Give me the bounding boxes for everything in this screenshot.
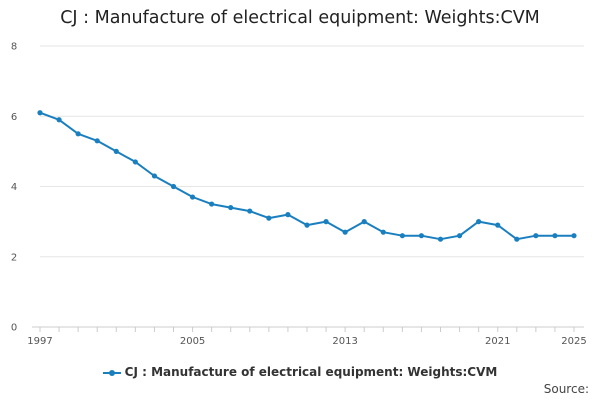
legend-series-label: CJ : Manufacture of electrical equipment… — [124, 365, 498, 379]
legend[interactable]: CJ : Manufacture of electrical equipment… — [0, 365, 600, 379]
x-tick-label: 1997 — [27, 336, 52, 347]
data-point[interactable] — [437, 236, 444, 242]
y-tick-label: 6 — [11, 112, 17, 123]
data-point[interactable] — [266, 215, 272, 221]
y-tick-label: 0 — [11, 323, 17, 334]
data-point[interactable] — [571, 233, 577, 239]
x-axis-ticks: 1997 2005 2013 2021 2025 — [27, 327, 587, 347]
data-point[interactable] — [495, 222, 501, 228]
data-point[interactable] — [285, 212, 291, 218]
data-point[interactable] — [399, 233, 405, 239]
data-point[interactable] — [151, 173, 158, 179]
y-tick-label: 2 — [11, 252, 17, 263]
data-point[interactable] — [361, 219, 367, 225]
source-label: Source: — [543, 382, 589, 396]
data-point[interactable] — [94, 138, 100, 144]
x-tick-label: 2005 — [180, 336, 205, 347]
data-point[interactable] — [189, 194, 196, 200]
data-point[interactable] — [380, 229, 386, 235]
data-point[interactable] — [552, 233, 558, 239]
gridlines — [40, 45, 584, 258]
data-point[interactable] — [37, 110, 43, 116]
chart-title: CJ : Manufacture of electrical equipment… — [60, 8, 540, 28]
y-tick-label: 4 — [11, 182, 17, 193]
legend-series-swatch — [102, 368, 121, 378]
data-point[interactable] — [456, 233, 463, 239]
data-point[interactable] — [476, 219, 482, 225]
data-point[interactable] — [228, 204, 234, 211]
data-point[interactable] — [304, 222, 310, 228]
data-point[interactable] — [514, 236, 520, 242]
legend-dot-icon — [108, 369, 115, 376]
series-layer — [37, 110, 577, 242]
data-point[interactable] — [533, 233, 539, 239]
data-point[interactable] — [75, 131, 81, 137]
data-point[interactable] — [170, 183, 177, 190]
y-tick-label: 8 — [11, 42, 17, 53]
data-point[interactable] — [113, 148, 119, 154]
data-point[interactable] — [418, 233, 425, 239]
data-point[interactable] — [56, 117, 62, 123]
y-axis-ticks: 0 2 4 6 8 — [11, 42, 17, 334]
data-point[interactable] — [209, 201, 215, 207]
data-point[interactable] — [132, 159, 138, 165]
data-point[interactable] — [323, 219, 329, 225]
data-point[interactable] — [247, 208, 253, 214]
data-point[interactable] — [342, 229, 348, 235]
x-tick-label: 2025 — [561, 336, 586, 347]
x-tick-label: 2013 — [332, 336, 357, 347]
x-tick-label: 2021 — [485, 336, 510, 347]
series-line-0 — [39, 111, 574, 241]
